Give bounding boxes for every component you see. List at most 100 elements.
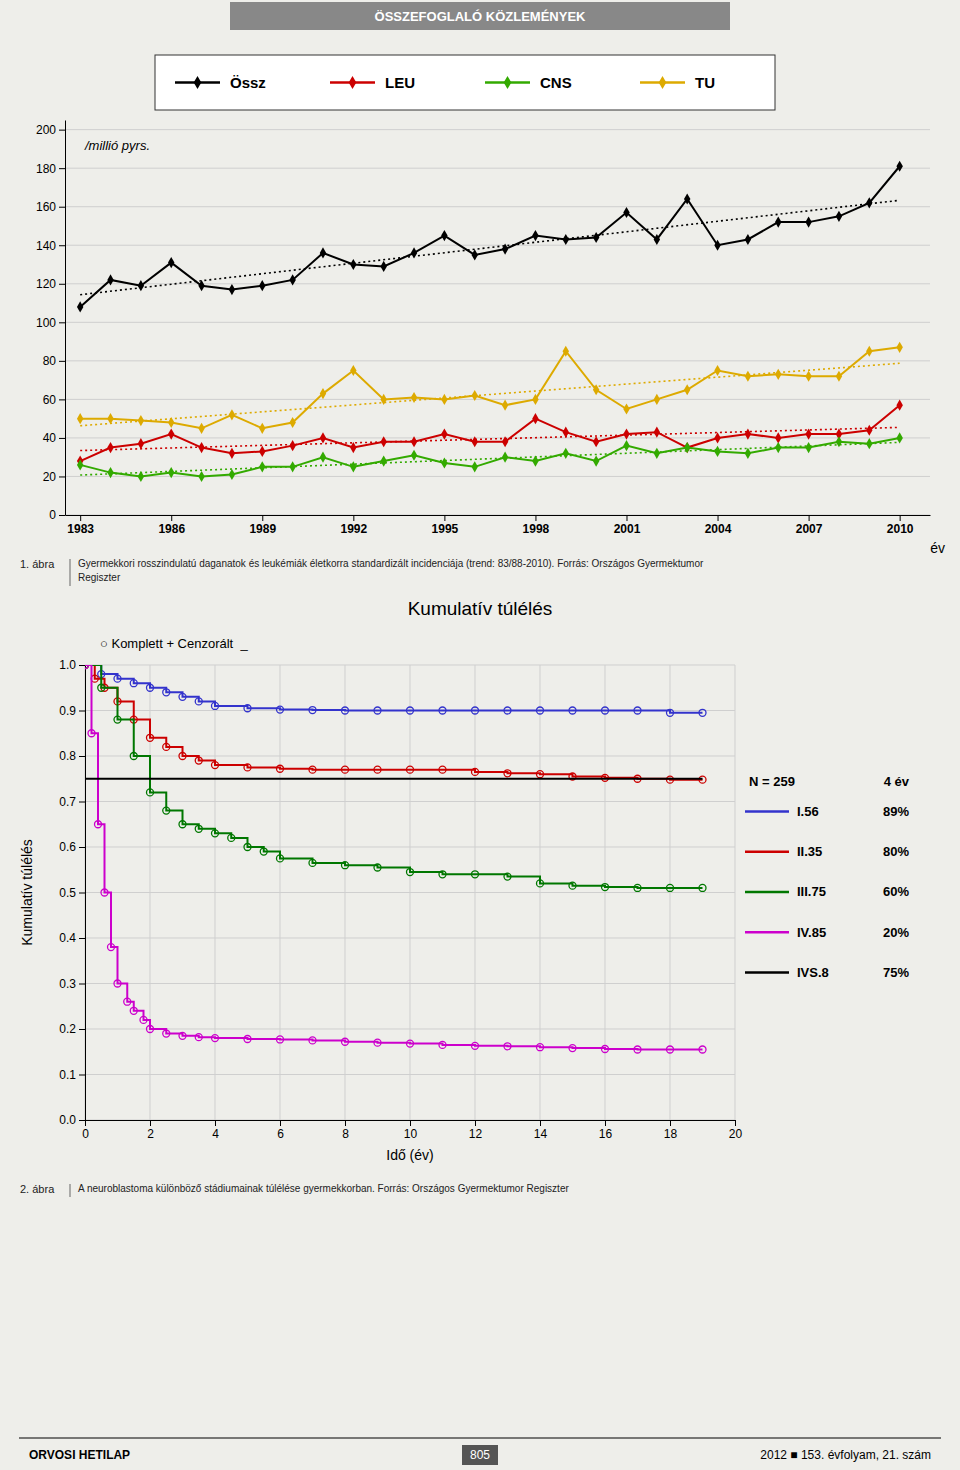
trend-line xyxy=(80,363,899,425)
y-tick-mark xyxy=(79,1120,85,1121)
y-tick: 0.9 xyxy=(59,704,85,718)
marker xyxy=(654,394,660,405)
marker xyxy=(654,427,660,438)
marker xyxy=(259,280,265,291)
x-tick-mark xyxy=(85,1120,86,1126)
y-tick-mark xyxy=(79,756,85,757)
legend-label: IV.85 xyxy=(797,925,826,940)
x-tick-mark xyxy=(540,1120,541,1126)
x-tick-mark xyxy=(280,1120,281,1126)
marker xyxy=(714,365,720,376)
y-tick-label: 0.0 xyxy=(59,1113,76,1127)
marker xyxy=(130,1007,137,1014)
legend-swatch xyxy=(745,850,789,853)
marker xyxy=(745,371,751,382)
series-line xyxy=(85,665,703,888)
x-tick-mark xyxy=(80,515,81,521)
marker xyxy=(441,457,447,468)
marker xyxy=(320,247,326,258)
y-tick-mark xyxy=(79,711,85,712)
y-tick: 80 xyxy=(43,354,65,368)
x-tick-label: 10 xyxy=(404,1127,418,1141)
marker xyxy=(563,346,569,357)
marker xyxy=(593,232,599,243)
legend-value: 60% xyxy=(883,884,909,899)
y-tick: 40 xyxy=(43,431,65,445)
marker xyxy=(198,471,204,482)
marker xyxy=(775,369,781,380)
x-tick: 8 xyxy=(342,1120,349,1141)
marker xyxy=(147,684,154,691)
x-tick: 1986 xyxy=(158,515,185,536)
y-tick-mark xyxy=(79,1075,85,1076)
y-tick-label: 0.5 xyxy=(59,886,76,900)
legend-label: TU xyxy=(695,74,715,91)
marker xyxy=(896,432,902,443)
y-tick-label: 200 xyxy=(36,123,56,137)
y-tick-label: 140 xyxy=(36,239,56,253)
marker xyxy=(745,428,751,439)
legend-swatch xyxy=(745,891,789,894)
legend-swatch xyxy=(745,931,789,934)
y-axis-line xyxy=(85,666,86,1121)
marker xyxy=(441,394,447,405)
marker xyxy=(593,436,599,447)
y-tick-label: 1.0 xyxy=(59,658,76,672)
x-tick: 1989 xyxy=(249,515,276,536)
x-tick: 20 xyxy=(729,1120,743,1141)
marker xyxy=(634,707,641,714)
marker xyxy=(259,423,265,434)
marker xyxy=(289,274,295,285)
marker xyxy=(107,442,113,453)
marker xyxy=(163,1030,170,1037)
caption-text: A neuroblastoma különböző stádiumainak t… xyxy=(78,1183,569,1194)
y-tick-mark xyxy=(79,1029,85,1030)
marker xyxy=(374,1039,381,1046)
x-tick-label: 4 xyxy=(212,1127,219,1141)
marker xyxy=(472,461,478,472)
marker xyxy=(699,884,706,891)
y-tick: 0.4 xyxy=(59,931,85,945)
y-tick-mark xyxy=(59,515,65,516)
marker xyxy=(229,284,235,295)
marker xyxy=(212,702,219,709)
series-line xyxy=(80,347,899,428)
footer-rule xyxy=(19,1437,941,1438)
x-tick: 14 xyxy=(534,1120,548,1141)
legend-swatch xyxy=(745,971,789,974)
legend-value: 75% xyxy=(883,965,909,980)
y-tick: 0.2 xyxy=(59,1022,85,1036)
marker xyxy=(472,436,478,447)
marker xyxy=(472,249,478,260)
marker xyxy=(532,230,538,241)
legend: ÖsszLEUCNSTU xyxy=(155,55,775,110)
grid-line-y xyxy=(65,283,930,284)
marker xyxy=(805,217,811,228)
marker xyxy=(745,448,751,459)
marker xyxy=(289,417,295,428)
marker xyxy=(537,707,544,714)
header-text: ÖSSZEFOGLALÓ KÖZLEMÉNYEK xyxy=(375,9,587,24)
legend-label: I.56 xyxy=(797,804,819,819)
grid-line-y xyxy=(65,129,930,130)
series-line xyxy=(85,665,703,780)
x-axis-title: Idő (év) xyxy=(386,1147,433,1163)
x-tick-label: 2004 xyxy=(705,522,732,536)
marker xyxy=(836,436,842,447)
marker xyxy=(407,869,414,876)
x-tick-mark xyxy=(410,1120,411,1126)
marker xyxy=(114,716,121,723)
marker xyxy=(309,707,316,714)
caption-text: Gyermekkori rosszindulatú daganatok és l… xyxy=(78,558,704,569)
marker xyxy=(277,1036,284,1043)
marker xyxy=(374,864,381,871)
marker xyxy=(107,467,113,478)
marker xyxy=(569,1045,576,1052)
legend-header: N = 259 xyxy=(749,774,795,789)
marker xyxy=(439,871,446,878)
marker xyxy=(439,766,446,773)
marker xyxy=(107,413,113,424)
y-tick-mark xyxy=(59,168,65,169)
x-tick: 2 xyxy=(147,1120,154,1141)
marker xyxy=(374,707,381,714)
